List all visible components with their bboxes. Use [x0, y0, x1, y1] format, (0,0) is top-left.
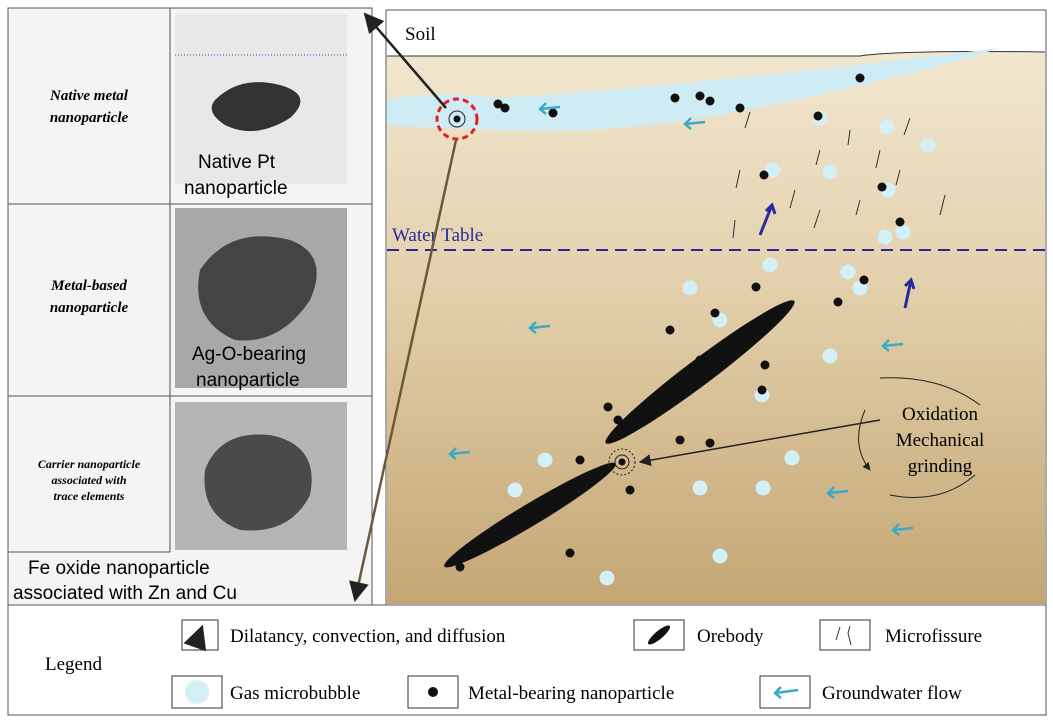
legend-title: Legend	[45, 654, 102, 675]
legend-icon	[760, 676, 810, 708]
gas-microbubble	[763, 258, 778, 273]
nanoparticle	[814, 112, 823, 121]
gas-microbubble	[693, 481, 708, 496]
process-label: Mechanical	[896, 430, 985, 451]
panel-label: trace elements	[54, 489, 125, 503]
panel-label: nanoparticle	[50, 300, 129, 316]
nanoparticle	[671, 94, 680, 103]
nanoparticle	[549, 109, 558, 118]
nanoparticle	[878, 183, 887, 192]
gas-microbubble	[823, 165, 838, 180]
nanoparticle	[896, 218, 905, 227]
panel-label: nanoparticle	[50, 110, 129, 126]
gas-microbubble	[538, 453, 553, 468]
nanoparticle	[706, 97, 715, 106]
gas-microbubble	[756, 481, 771, 496]
gas-microbubble	[896, 225, 911, 240]
nanoparticle	[676, 436, 685, 445]
soil-label: Soil	[405, 24, 436, 45]
panel-caption: Ag-O-bearing	[192, 344, 306, 365]
nanoparticle	[604, 403, 613, 412]
panel-caption: nanoparticle	[184, 178, 288, 199]
process-label: Oxidation	[902, 404, 978, 425]
legend-icon	[820, 620, 870, 650]
panel-label: associated with	[51, 473, 126, 487]
nanoparticle	[619, 459, 626, 466]
panel-caption: Native Pt	[198, 152, 276, 173]
nanoparticle	[834, 298, 843, 307]
panel-caption: associated with Zn and Cu	[13, 583, 237, 604]
figure: Native metal nanoparticle Metal-based na…	[0, 0, 1053, 723]
nanoparticle	[752, 283, 761, 292]
gas-microbubble	[841, 265, 856, 280]
gas-microbubble	[600, 571, 615, 586]
legend-icon	[182, 620, 218, 650]
legend-label: Dilatancy, convection, and diffusion	[230, 626, 506, 647]
nanoparticle	[706, 439, 715, 448]
nanoparticle	[761, 361, 770, 370]
panel-caption: Fe oxide nanoparticle	[28, 558, 210, 579]
panel-label: Carrier nanoparticle	[38, 457, 141, 471]
gas-microbubble	[878, 230, 893, 245]
nanoparticle	[666, 326, 675, 335]
nanoparticle	[696, 92, 705, 101]
gas-microbubble	[683, 281, 698, 296]
nanoparticle	[501, 104, 510, 113]
legend-label: Metal-bearing nanoparticle	[468, 683, 674, 704]
nanoparticle	[711, 309, 720, 318]
nanoparticle	[760, 171, 769, 180]
gas-microbubble	[823, 349, 838, 364]
ground	[387, 52, 1045, 605]
legend-label: Microfissure	[885, 626, 982, 647]
nanoparticle	[576, 456, 585, 465]
gas-microbubble	[713, 549, 728, 564]
legend-icon	[634, 620, 684, 650]
panel-label: Native metal	[49, 88, 129, 104]
gas-microbubble	[508, 483, 523, 498]
gas-microbubble	[880, 120, 895, 135]
nanoparticle	[758, 386, 767, 395]
legend-label: Orebody	[697, 626, 764, 647]
gas-microbubble	[921, 138, 936, 153]
nanoparticle	[626, 486, 635, 495]
process-label: grinding	[908, 456, 973, 477]
nanoparticle	[454, 116, 461, 123]
legend-icon	[172, 676, 222, 708]
gas-microbubble	[785, 451, 800, 466]
nanoparticle	[856, 74, 865, 83]
legend-icon	[408, 676, 458, 708]
nanoparticle	[860, 276, 869, 285]
nanoparticle	[566, 549, 575, 558]
panel-caption: nanoparticle	[196, 370, 300, 391]
tem-image	[175, 402, 347, 550]
legend-label: Groundwater flow	[822, 683, 962, 704]
nanoparticle	[736, 104, 745, 113]
legend-label: Gas microbubble	[230, 683, 360, 704]
panel-label: Metal-based	[50, 278, 127, 294]
